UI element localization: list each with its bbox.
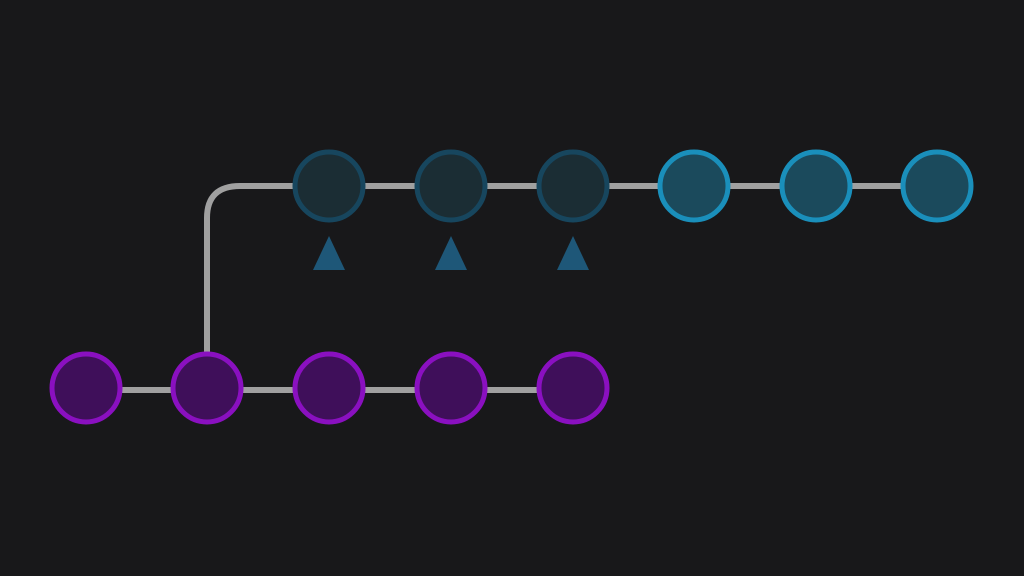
node xyxy=(779,149,853,223)
arrow-head xyxy=(557,236,589,270)
arrow-head xyxy=(435,236,467,270)
node xyxy=(414,351,488,425)
copied-nodes xyxy=(292,149,610,223)
node xyxy=(414,149,488,223)
node xyxy=(536,351,610,425)
node xyxy=(292,149,366,223)
node xyxy=(536,149,610,223)
branch-line xyxy=(204,183,937,390)
node xyxy=(170,351,244,425)
node xyxy=(49,351,123,425)
base-nodes xyxy=(49,351,610,425)
node xyxy=(900,149,974,223)
arrow-head xyxy=(313,236,345,270)
branch-nodes xyxy=(657,149,974,223)
node xyxy=(657,149,731,223)
arrows xyxy=(313,236,589,354)
node xyxy=(292,351,366,425)
